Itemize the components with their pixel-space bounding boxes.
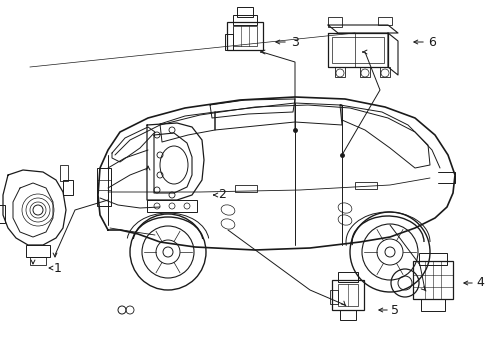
Bar xyxy=(413,261,453,299)
Bar xyxy=(335,67,345,77)
Text: 5: 5 xyxy=(391,303,399,316)
Bar xyxy=(227,22,263,50)
Text: 1: 1 xyxy=(54,261,62,274)
Bar xyxy=(330,290,338,304)
Bar xyxy=(225,34,233,50)
Text: 3: 3 xyxy=(291,36,299,49)
Bar xyxy=(30,257,46,265)
Bar xyxy=(338,284,358,306)
Bar xyxy=(340,310,356,320)
Bar xyxy=(237,7,253,17)
Bar xyxy=(60,165,68,181)
Bar xyxy=(328,17,342,27)
Bar xyxy=(235,185,257,192)
Bar xyxy=(332,280,364,310)
Bar xyxy=(26,245,50,257)
Bar xyxy=(147,200,197,212)
Text: 6: 6 xyxy=(428,36,436,49)
Bar xyxy=(355,182,377,189)
Bar xyxy=(419,253,447,265)
Bar xyxy=(97,168,111,206)
Bar xyxy=(233,15,257,25)
Bar xyxy=(332,37,384,63)
Text: 2: 2 xyxy=(218,189,226,202)
Bar xyxy=(421,299,445,311)
Bar xyxy=(380,67,390,77)
Text: 4: 4 xyxy=(476,276,484,289)
Bar xyxy=(0,205,5,223)
Bar xyxy=(233,26,257,46)
Bar xyxy=(63,180,73,195)
Bar xyxy=(360,67,370,77)
Bar xyxy=(378,17,392,25)
Bar xyxy=(338,272,358,282)
